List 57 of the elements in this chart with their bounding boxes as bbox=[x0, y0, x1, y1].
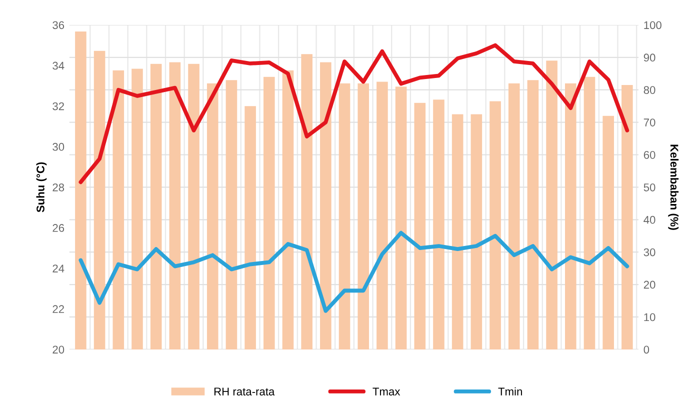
bar bbox=[132, 68, 143, 350]
y2-tick-label: 30 bbox=[644, 248, 656, 256]
bar bbox=[94, 50, 106, 350]
bar bbox=[564, 83, 576, 350]
bar bbox=[490, 101, 501, 350]
bar bbox=[150, 64, 162, 350]
y-tick-label: 32 bbox=[52, 102, 64, 110]
bar bbox=[358, 83, 370, 350]
bar bbox=[338, 83, 350, 350]
y-tick-label: 30 bbox=[52, 142, 64, 151]
bar bbox=[584, 76, 596, 350]
bar bbox=[622, 84, 633, 350]
bar bbox=[112, 70, 124, 350]
bar bbox=[263, 76, 275, 350]
y2-axis-title: Kelembaban (%) bbox=[668, 144, 679, 230]
bar bbox=[452, 114, 464, 350]
bar bbox=[433, 100, 444, 350]
bar bbox=[376, 82, 388, 350]
y-tick-label: 28 bbox=[52, 183, 64, 192]
legend-label: RH rata-rata bbox=[214, 388, 275, 396]
y-tick-label: 20 bbox=[52, 346, 64, 354]
bar bbox=[206, 83, 218, 350]
bar bbox=[169, 62, 181, 350]
y2-tick-label: 50 bbox=[644, 183, 656, 192]
y2-tick-label: 90 bbox=[644, 54, 656, 62]
y2-tick-label: 70 bbox=[644, 118, 656, 126]
y-axis-title: Suhu (°C) bbox=[36, 162, 47, 212]
y2-tick-label: 40 bbox=[644, 216, 656, 224]
legend-label: Tmax bbox=[372, 388, 400, 396]
y-tick-label: 22 bbox=[52, 305, 64, 313]
y2-tick-label: 80 bbox=[644, 86, 656, 94]
y-tick-label: 26 bbox=[52, 224, 64, 232]
line-series bbox=[78, 230, 630, 313]
y-tick-label: 34 bbox=[52, 62, 64, 70]
legend-label: Tmin bbox=[498, 387, 522, 396]
bar bbox=[602, 116, 614, 350]
bar bbox=[282, 70, 294, 350]
y2-tick-label: 10 bbox=[644, 313, 656, 322]
bar bbox=[226, 80, 238, 350]
y-tick-label: 36 bbox=[52, 21, 64, 30]
bar bbox=[527, 80, 539, 350]
bar bbox=[244, 106, 256, 350]
bar bbox=[508, 83, 520, 350]
y-tick-label: 24 bbox=[52, 264, 64, 272]
y2-tick-label: 100 bbox=[644, 21, 662, 30]
bar bbox=[395, 86, 407, 350]
bar bbox=[75, 31, 86, 350]
y2-tick-label: 20 bbox=[644, 280, 656, 289]
line-series bbox=[78, 43, 630, 184]
bar bbox=[188, 64, 200, 350]
bar bbox=[301, 54, 312, 350]
bar bbox=[414, 102, 426, 350]
y2-tick-label: 0 bbox=[644, 346, 650, 354]
bar bbox=[546, 60, 558, 350]
bar bbox=[320, 62, 332, 350]
y2-tick-label: 60 bbox=[644, 151, 656, 159]
bar bbox=[470, 114, 482, 350]
